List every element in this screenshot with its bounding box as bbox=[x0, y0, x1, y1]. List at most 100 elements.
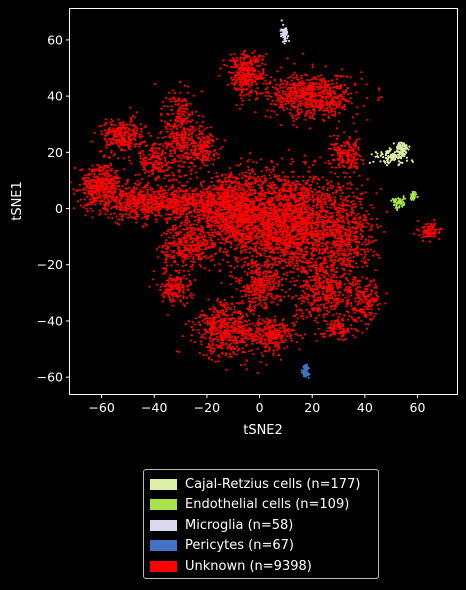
data-point bbox=[112, 175, 115, 179]
data-point bbox=[229, 171, 233, 174]
data-point bbox=[130, 142, 133, 145]
data-point bbox=[349, 181, 352, 184]
data-point bbox=[204, 214, 207, 217]
data-point bbox=[310, 236, 313, 239]
data-point bbox=[329, 171, 332, 174]
data-point bbox=[345, 172, 349, 175]
data-point bbox=[138, 200, 141, 203]
data-point bbox=[206, 204, 209, 208]
data-point bbox=[144, 159, 147, 162]
data-point bbox=[270, 237, 273, 240]
data-point bbox=[281, 221, 284, 225]
data-point bbox=[274, 221, 277, 224]
data-point bbox=[286, 204, 289, 207]
data-point bbox=[115, 128, 118, 131]
data-point bbox=[344, 249, 347, 253]
data-point bbox=[128, 159, 131, 162]
data-point bbox=[201, 199, 204, 202]
data-point bbox=[309, 218, 312, 221]
data-point bbox=[107, 191, 110, 194]
data-point bbox=[289, 202, 292, 205]
data-point bbox=[178, 207, 181, 210]
data-point bbox=[264, 195, 267, 198]
data-point bbox=[323, 209, 326, 212]
data-point bbox=[154, 179, 157, 182]
data-point bbox=[104, 182, 107, 185]
data-point bbox=[224, 178, 227, 181]
data-point bbox=[235, 192, 238, 196]
data-point bbox=[272, 203, 275, 206]
data-point bbox=[121, 189, 124, 193]
data-point bbox=[236, 198, 239, 201]
data-point bbox=[219, 224, 222, 227]
data-point bbox=[127, 156, 131, 159]
data-point bbox=[114, 124, 117, 127]
data-point bbox=[297, 256, 300, 259]
data-point bbox=[208, 195, 211, 198]
data-point bbox=[78, 183, 81, 186]
data-point bbox=[277, 251, 280, 254]
data-point bbox=[327, 252, 330, 255]
data-point bbox=[295, 226, 298, 229]
data-point bbox=[288, 219, 292, 222]
data-point bbox=[136, 207, 139, 210]
data-point bbox=[299, 212, 302, 215]
data-point bbox=[329, 184, 332, 187]
data-point bbox=[174, 218, 177, 221]
data-point bbox=[311, 194, 314, 197]
data-point bbox=[128, 123, 132, 126]
data-point bbox=[92, 168, 95, 171]
data-point bbox=[235, 247, 239, 250]
data-point bbox=[223, 190, 226, 193]
data-point bbox=[229, 213, 232, 216]
data-point bbox=[165, 219, 169, 222]
data-point bbox=[168, 236, 171, 239]
data-point bbox=[287, 245, 290, 248]
data-point bbox=[247, 241, 251, 244]
data-point bbox=[240, 157, 243, 160]
data-point bbox=[182, 201, 185, 204]
data-point bbox=[306, 239, 309, 242]
data-point bbox=[181, 196, 184, 199]
data-point bbox=[155, 155, 158, 159]
data-point bbox=[163, 170, 166, 173]
data-point bbox=[107, 156, 110, 159]
data-point bbox=[304, 162, 307, 165]
data-point bbox=[336, 206, 339, 209]
data-point bbox=[257, 229, 260, 232]
data-point bbox=[345, 216, 348, 219]
data-point bbox=[313, 248, 316, 251]
data-point bbox=[301, 207, 304, 211]
data-point bbox=[121, 213, 124, 216]
data-point bbox=[304, 201, 307, 204]
data-point bbox=[113, 152, 117, 155]
data-point bbox=[183, 223, 186, 226]
data-point bbox=[107, 174, 111, 178]
data-point bbox=[292, 160, 295, 163]
data-point bbox=[272, 223, 275, 226]
data-point bbox=[89, 198, 92, 201]
data-point bbox=[279, 228, 282, 231]
data-point bbox=[143, 202, 147, 205]
data-point bbox=[138, 133, 141, 136]
data-point bbox=[237, 210, 241, 213]
data-point bbox=[248, 219, 251, 222]
data-point bbox=[272, 213, 275, 217]
data-point bbox=[298, 224, 301, 228]
data-point bbox=[237, 180, 240, 184]
data-point bbox=[135, 221, 138, 224]
data-point bbox=[122, 137, 125, 140]
data-point bbox=[100, 124, 103, 127]
data-point bbox=[128, 144, 131, 147]
data-point bbox=[209, 228, 212, 231]
data-point bbox=[150, 195, 153, 198]
data-point bbox=[147, 193, 150, 196]
data-point bbox=[375, 223, 378, 226]
data-point bbox=[90, 207, 93, 210]
data-point bbox=[312, 175, 315, 178]
data-point bbox=[106, 164, 109, 167]
data-point bbox=[306, 194, 309, 197]
data-point bbox=[347, 225, 350, 228]
data-point bbox=[263, 211, 266, 215]
